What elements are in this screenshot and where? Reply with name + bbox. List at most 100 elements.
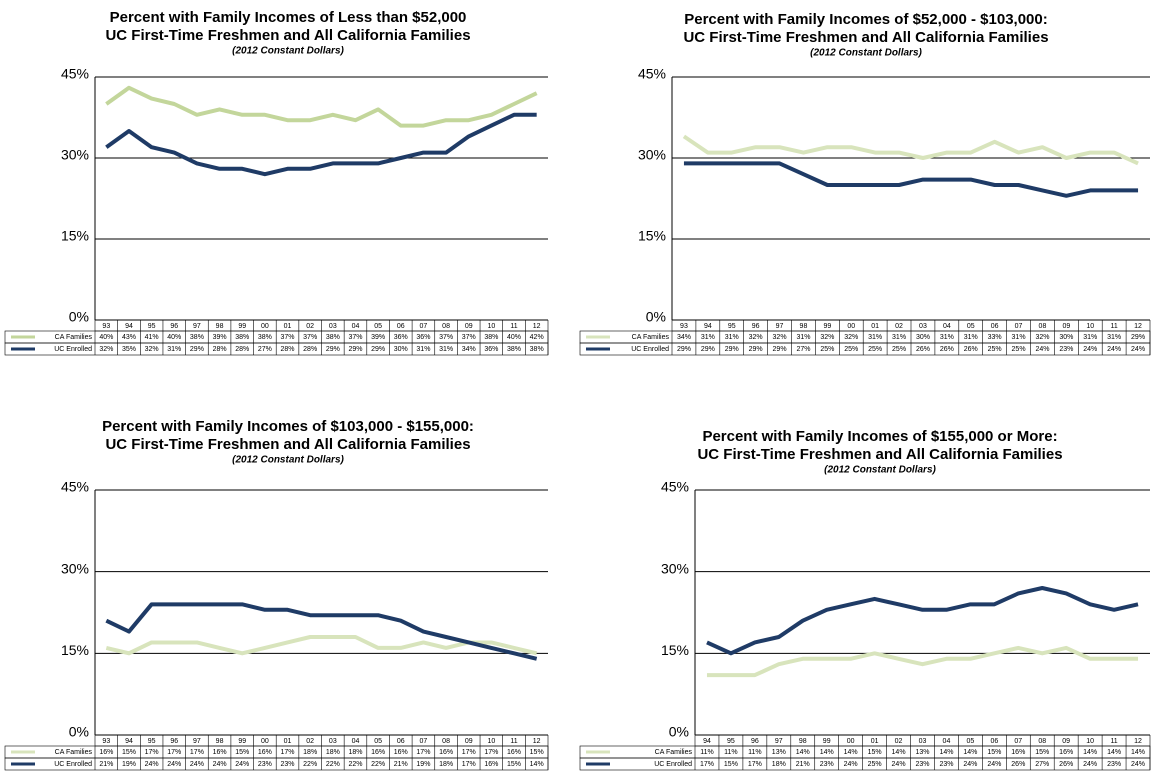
- data-label: 31%: [701, 334, 715, 341]
- x-tick-label: 01: [871, 738, 879, 745]
- data-label: 24%: [235, 761, 249, 768]
- data-label: 11%: [700, 749, 714, 756]
- x-tick-label: 97: [193, 323, 201, 330]
- data-label: 29%: [773, 346, 787, 353]
- x-tick-label: 97: [193, 738, 201, 745]
- data-label: 14%: [892, 749, 906, 756]
- data-label: 16%: [371, 749, 385, 756]
- x-tick-label: 04: [943, 738, 951, 745]
- x-tick-label: 00: [847, 323, 855, 330]
- data-label: 37%: [439, 334, 453, 341]
- data-label: 14%: [1131, 749, 1145, 756]
- data-label: 28%: [213, 346, 227, 353]
- x-tick-label: 95: [148, 323, 156, 330]
- x-tick-label: 04: [943, 323, 951, 330]
- data-label: 29%: [1131, 334, 1145, 341]
- x-tick-label: 08: [1039, 323, 1047, 330]
- x-tick-label: 11: [510, 738, 517, 745]
- data-label: 27%: [1035, 761, 1049, 768]
- legend-label: CA Families: [632, 334, 670, 341]
- y-tick-label: 15%: [61, 228, 89, 244]
- data-label: 40%: [507, 334, 521, 341]
- series-line: [682, 134, 1139, 166]
- x-tick-label: 03: [329, 738, 337, 745]
- x-tick-label: 11: [1110, 738, 1117, 745]
- data-label: 11%: [748, 749, 762, 756]
- data-label: 23%: [939, 761, 953, 768]
- x-tick-label: 98: [216, 323, 224, 330]
- data-label: 31%: [892, 334, 906, 341]
- data-label: 14%: [820, 749, 834, 756]
- x-tick-label: 01: [284, 323, 292, 330]
- data-label: 36%: [484, 346, 498, 353]
- data-label: 16%: [394, 749, 408, 756]
- x-tick-label: 98: [800, 323, 808, 330]
- data-label: 24%: [145, 761, 159, 768]
- data-label: 31%: [964, 334, 978, 341]
- x-tick-label: 97: [775, 738, 783, 745]
- data-label: 31%: [725, 334, 739, 341]
- x-tick-label: 98: [799, 738, 807, 745]
- y-tick-label: 15%: [661, 642, 689, 658]
- data-label: 15%: [868, 749, 882, 756]
- data-label: 18%: [326, 749, 340, 756]
- x-tick-label: 00: [261, 323, 269, 330]
- data-label: 15%: [724, 761, 738, 768]
- data-label: 41%: [145, 334, 159, 341]
- y-tick-label: 0%: [69, 724, 89, 740]
- x-tick-label: 99: [238, 738, 246, 745]
- x-tick-label: 02: [895, 738, 903, 745]
- data-label: 39%: [371, 334, 385, 341]
- x-tick-label: 93: [680, 323, 688, 330]
- x-tick-label: 12: [533, 323, 541, 330]
- data-label: 19%: [122, 761, 136, 768]
- data-label: 31%: [868, 334, 882, 341]
- series-line: [105, 85, 538, 128]
- data-label: 13%: [915, 749, 929, 756]
- data-label: 15%: [1035, 749, 1049, 756]
- y-tick-label: 45%: [638, 66, 666, 82]
- x-tick-label: 96: [170, 738, 178, 745]
- data-label: 30%: [394, 346, 408, 353]
- x-tick-label: 02: [895, 323, 903, 330]
- data-label: 31%: [796, 334, 810, 341]
- data-label: 15%: [507, 761, 521, 768]
- series-line: [683, 161, 1139, 198]
- data-label: 14%: [1083, 749, 1097, 756]
- data-label: 15%: [987, 749, 1001, 756]
- series-line: [706, 586, 1139, 656]
- legend-label: UC Enrolled: [631, 346, 669, 353]
- x-tick-label: 05: [374, 738, 382, 745]
- data-label: 32%: [145, 346, 159, 353]
- legend-label: CA Families: [655, 749, 693, 756]
- data-label: 29%: [371, 346, 385, 353]
- data-label: 31%: [439, 346, 453, 353]
- y-tick-label: 0%: [646, 309, 666, 325]
- data-label: 26%: [1011, 761, 1025, 768]
- data-label: 26%: [1059, 761, 1073, 768]
- x-tick-label: 04: [352, 738, 360, 745]
- x-tick-label: 06: [990, 738, 998, 745]
- x-tick-label: 04: [352, 323, 360, 330]
- x-tick-label: 10: [1086, 738, 1094, 745]
- data-label: 18%: [303, 749, 317, 756]
- data-label: 34%: [462, 346, 476, 353]
- data-label: 17%: [748, 761, 762, 768]
- x-tick-label: 93: [102, 738, 110, 745]
- y-tick-label: 15%: [638, 228, 666, 244]
- y-tick-label: 45%: [61, 479, 89, 495]
- x-tick-label: 08: [442, 738, 450, 745]
- data-label: 24%: [1035, 346, 1049, 353]
- data-label: 13%: [772, 749, 786, 756]
- x-tick-label: 02: [306, 323, 314, 330]
- series-line: [105, 112, 537, 177]
- data-label: 22%: [326, 761, 340, 768]
- chart-subtitle: UC First-Time Freshmen and All Californi…: [105, 436, 470, 453]
- x-tick-label: 09: [1062, 738, 1070, 745]
- data-label: 24%: [892, 761, 906, 768]
- data-label: 38%: [507, 346, 521, 353]
- data-label: 31%: [167, 346, 181, 353]
- x-tick-label: 94: [703, 738, 711, 745]
- data-label: 24%: [963, 761, 977, 768]
- data-label: 38%: [258, 334, 272, 341]
